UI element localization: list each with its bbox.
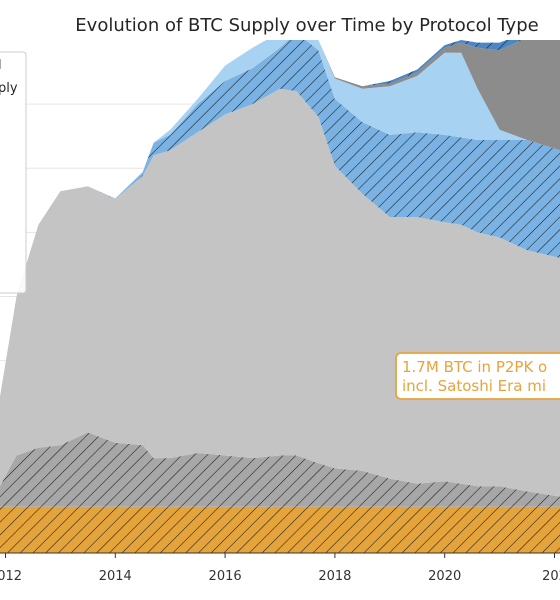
area-p2pkh-hatch (0, 432, 560, 507)
legend-entry-1: l (0, 58, 2, 73)
x-tick-label: 2016 (209, 569, 242, 584)
legend-entry-2: ply (0, 81, 18, 96)
x-tick-label: 2014 (99, 569, 132, 584)
area-p2wpkh (0, 40, 560, 397)
x-tick-label: 202 (542, 569, 560, 584)
legend: l ply (0, 51, 27, 294)
x-axis: 2012 2014 2016 2018 2020 202 (0, 552, 560, 584)
annotation-line-2: incl. Satoshi Era mi (402, 377, 546, 395)
annotation-frame (395, 352, 560, 400)
x-tick-label: 2018 (318, 569, 351, 584)
area-p2tr (0, 40, 560, 397)
chart-title: Evolution of BTC Supply over Time by Pro… (75, 15, 538, 36)
x-tick-label: 2020 (428, 569, 461, 584)
annotation-line-1: 1.7M BTC in P2PK o (402, 358, 547, 376)
x-tick-label: 2012 (0, 569, 22, 584)
area-p2pk-hatch (0, 506, 560, 553)
annotation-box: 1.7M BTC in P2PK o incl. Satoshi Era mi (395, 352, 560, 400)
legend-frame (0, 51, 27, 294)
area-series (0, 40, 560, 553)
area-p2wsh-hatch (0, 40, 560, 397)
